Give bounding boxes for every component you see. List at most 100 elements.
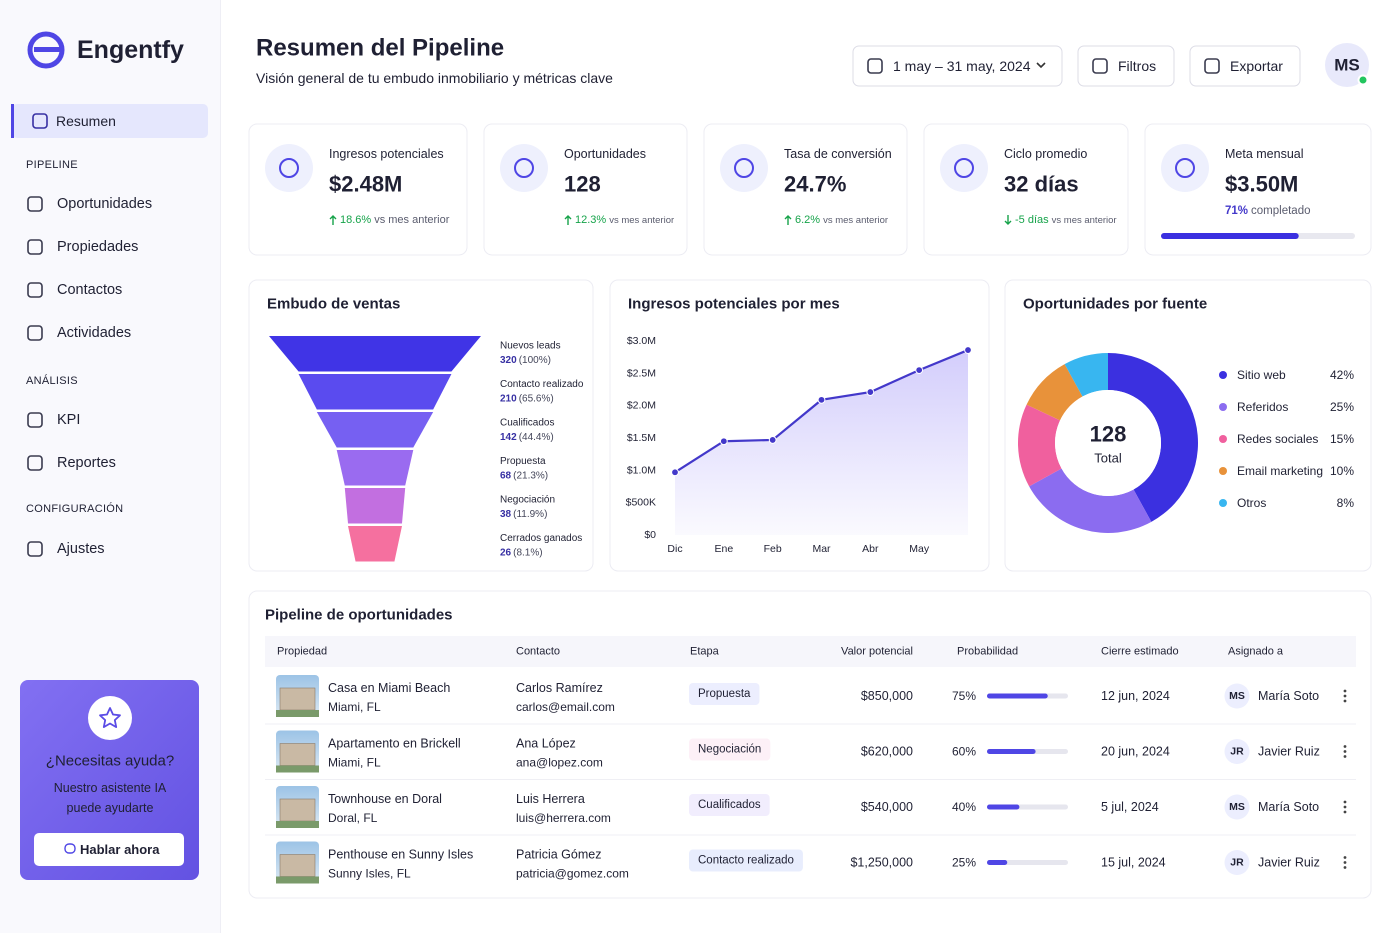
legend-swatch xyxy=(1219,435,1227,443)
funnel-label: Nuevos leads xyxy=(500,341,561,352)
change-value: 12.3% xyxy=(575,214,606,226)
contact-name: Ana López xyxy=(516,737,576,751)
help-bg xyxy=(20,680,199,880)
menu-dot xyxy=(1343,755,1347,758)
chart-title: Embudo de ventas xyxy=(267,296,400,313)
potential-value: $1,250,000 xyxy=(850,856,913,870)
nav-label: KPI xyxy=(57,412,80,428)
nav-item[interactable]: Contactos xyxy=(27,282,122,298)
user-avatar[interactable]: MS xyxy=(1325,43,1369,87)
star-icon xyxy=(99,707,121,728)
kpi-icon xyxy=(734,158,754,178)
row-menu[interactable] xyxy=(1343,800,1347,814)
table-title: Pipeline de oportunidades xyxy=(265,607,453,624)
table-row[interactable]: Penthouse en Sunny Isles Sunny Isles, FL P… xyxy=(276,841,1347,884)
x-tick-label: Mar xyxy=(812,543,831,555)
nav-label: Oportunidades xyxy=(57,196,152,212)
row-menu[interactable] xyxy=(1343,856,1347,869)
chart-title: Oportunidades por fuente xyxy=(1023,296,1207,313)
stage-share: (65.6%) xyxy=(519,393,554,404)
area xyxy=(675,350,968,535)
export-button[interactable]: Exportar xyxy=(1189,45,1301,87)
contact-email: carlos@email.com xyxy=(516,700,615,714)
close-date: 20 jun, 2024 xyxy=(1101,745,1170,759)
legend-swatch xyxy=(1219,403,1227,411)
close-date: 12 jun, 2024 xyxy=(1101,689,1170,703)
stage-share: (8.1%) xyxy=(513,547,542,558)
donut-slice xyxy=(1108,353,1198,522)
y-tick-label: $1.5M xyxy=(627,432,656,444)
table-row[interactable]: Townhouse en Doral Doral, FL Luis Herrera l… xyxy=(265,786,1356,836)
chart-card: Ingresos potenciales por mes $0 $500K $1.0M… xyxy=(609,279,990,572)
column-header: Propiedad xyxy=(277,646,327,658)
row-menu[interactable] xyxy=(1343,689,1347,703)
stage-count: 142 xyxy=(500,432,517,443)
nav-label: Actividades xyxy=(57,325,131,341)
probability-bar xyxy=(987,860,1008,865)
donut-center-label: Total xyxy=(1094,451,1122,466)
nav-item[interactable]: Actividades xyxy=(27,325,131,341)
point xyxy=(964,346,972,354)
legend-label: Referidos xyxy=(1237,400,1288,414)
column-header: Asignado a xyxy=(1228,646,1284,658)
stage-pill: Propuesta xyxy=(689,683,760,705)
menu-dot xyxy=(1343,800,1347,804)
kpi-icon-bg xyxy=(720,144,768,192)
kpi-change: 12.3% vs mes anterior xyxy=(575,214,674,226)
legend-swatch xyxy=(1219,499,1227,507)
icon xyxy=(27,541,43,557)
legend-label: Sitio web xyxy=(1237,368,1286,382)
menu-dot xyxy=(1343,689,1347,693)
help-button[interactable]: Hablar ahora xyxy=(34,833,184,866)
kpi-card: Tasa de conversión 24.7% 6.2% vs mes anteri… xyxy=(703,123,908,256)
nav-item[interactable]: Reportes xyxy=(27,455,116,471)
nav-label: Reportes xyxy=(57,455,116,471)
nav-active-bar xyxy=(11,104,14,138)
assignee-name: María Soto xyxy=(1258,800,1319,814)
kpi-card: Oportunidades 128 12.3% vs mes anterior xyxy=(483,123,688,256)
page-title: Resumen del Pipeline xyxy=(256,35,504,62)
x-tick-label: Dic xyxy=(667,543,682,555)
nav-label: Propiedades xyxy=(57,239,138,255)
column-header: Etapa xyxy=(690,646,720,658)
property-building xyxy=(279,854,316,877)
card-bg xyxy=(248,590,1372,899)
kpi-value: 128 xyxy=(564,172,601,197)
probability-bar xyxy=(987,693,1048,699)
avatar-initials: MS xyxy=(1334,56,1360,75)
probability-bar xyxy=(987,749,1036,754)
filters-button[interactable]: Filtros xyxy=(1077,45,1175,87)
donut-slice xyxy=(1029,468,1152,534)
assignee-avatar xyxy=(1224,850,1250,875)
nav-item[interactable]: Propiedades xyxy=(27,239,138,255)
nav-item-active[interactable]: Resumen xyxy=(11,104,208,138)
kpi-label: Ciclo promedio xyxy=(1004,147,1087,161)
chat-icon xyxy=(64,843,76,854)
change-caption: vs mes anterior xyxy=(609,215,674,226)
table-row[interactable]: Apartamento en Brickell Miami, FL Ana Lópe… xyxy=(265,730,1356,780)
legend-value: 10% xyxy=(1330,464,1354,478)
nav-item[interactable]: Oportunidades xyxy=(27,196,152,212)
menu-dot xyxy=(1343,805,1347,809)
nav-item[interactable]: KPI xyxy=(27,412,80,428)
nav-item[interactable]: Ajustes xyxy=(27,541,105,557)
icon xyxy=(27,325,43,341)
header: Resumen del Pipeline Visión general de tu… xyxy=(256,35,1369,87)
contact-name: Luis Herrera xyxy=(516,792,585,806)
trend-arrow xyxy=(564,215,572,225)
date-picker[interactable]: 1 may – 31 may, 2024 xyxy=(852,45,1063,87)
property-building xyxy=(279,743,316,766)
point xyxy=(817,395,826,404)
menu-dot xyxy=(1343,810,1347,814)
probability-track xyxy=(987,860,1068,865)
donut-slice xyxy=(1064,353,1108,397)
legend-swatch xyxy=(1219,371,1227,379)
property-name: Apartamento en Brickell xyxy=(328,737,461,751)
row-menu[interactable] xyxy=(1343,745,1347,758)
change-value: 6.2% xyxy=(795,214,820,226)
stage-share: (11.9%) xyxy=(513,509,547,520)
pipeline-table: Pipeline de oportunidades Propiedad Contac… xyxy=(248,590,1372,899)
table-row[interactable]: Casa en Miami Beach Miami, FL Carlos Ramír… xyxy=(265,675,1356,725)
button-label: 1 may – 31 may, 2024 xyxy=(893,58,1031,74)
point xyxy=(768,436,777,444)
